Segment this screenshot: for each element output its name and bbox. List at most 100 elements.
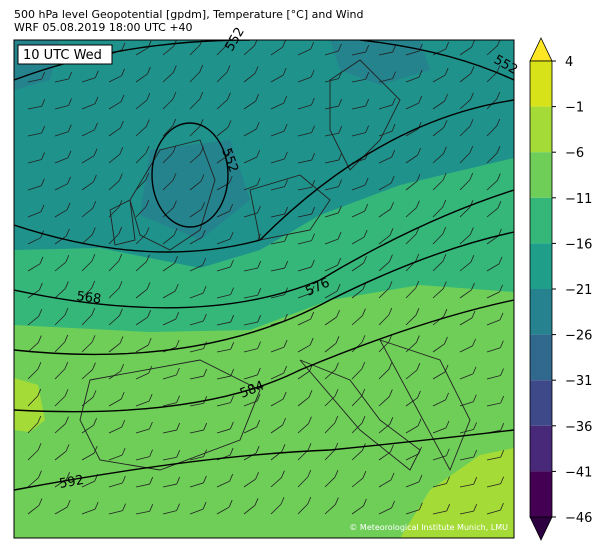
wind-barb xyxy=(230,287,234,295)
wind-barb xyxy=(216,266,231,272)
wind-barb xyxy=(280,497,285,505)
colorbar-tick-label: −26 xyxy=(565,329,592,344)
wind-barb xyxy=(27,505,40,515)
wind-barb xyxy=(189,98,201,110)
wind-barb xyxy=(297,476,309,488)
wind-barb xyxy=(432,206,444,218)
wind-barb xyxy=(146,92,151,101)
wind-barb xyxy=(364,203,369,212)
wind-barb xyxy=(378,396,390,407)
wind-barb xyxy=(67,124,72,132)
wind-barb xyxy=(228,499,233,508)
wind-barb xyxy=(442,254,447,262)
wind-barb xyxy=(203,341,207,349)
wind-barb xyxy=(471,40,475,48)
wind-barb xyxy=(230,314,235,323)
wind-barb xyxy=(405,233,417,245)
wind-barb xyxy=(496,65,501,73)
wind-barb xyxy=(243,374,258,380)
wind-barb xyxy=(81,260,93,272)
wind-barb xyxy=(38,308,43,317)
wind-barb xyxy=(255,121,260,130)
wind-barb xyxy=(297,397,310,407)
wind-barb xyxy=(417,147,421,156)
colorbar-tick-label: −36 xyxy=(565,420,592,435)
wind-barb xyxy=(459,317,473,326)
wind-barb xyxy=(120,391,125,400)
wind-barb xyxy=(67,176,71,184)
wind-barb xyxy=(257,288,262,296)
temperature-field xyxy=(14,40,430,240)
wind-barb xyxy=(459,152,471,164)
wind-barb xyxy=(135,261,147,272)
wind-barb xyxy=(228,175,233,184)
wind-barb xyxy=(324,316,337,326)
wind-barb xyxy=(108,343,121,353)
wind-barb xyxy=(202,257,207,266)
wind-barb xyxy=(81,103,96,110)
wind-barb xyxy=(388,281,393,289)
wind-barb xyxy=(189,508,204,515)
wind-barb xyxy=(324,422,336,434)
wind-barb xyxy=(459,345,473,353)
wind-barb xyxy=(307,496,312,505)
wind-barb xyxy=(365,125,369,133)
wind-barb xyxy=(336,283,341,292)
wind-barb xyxy=(135,152,147,164)
wind-barb xyxy=(146,282,151,290)
wind-barb xyxy=(39,256,44,264)
wind-barb xyxy=(324,50,339,56)
wind-barb xyxy=(189,236,203,245)
wind-barb xyxy=(93,418,97,426)
wind-barb xyxy=(415,308,420,316)
wind-barb xyxy=(91,280,96,289)
wind-barb xyxy=(415,280,420,289)
wind-barb xyxy=(472,338,476,347)
wind-barb xyxy=(54,78,69,83)
wind-barb xyxy=(162,152,174,164)
wind-barb xyxy=(270,46,283,56)
wind-barb xyxy=(499,284,503,293)
wind-barb xyxy=(486,263,500,272)
wind-barb xyxy=(445,41,450,50)
wind-barb xyxy=(27,237,41,245)
wind-barb xyxy=(176,367,180,376)
wind-barb xyxy=(226,65,231,73)
wind-barb xyxy=(378,156,392,164)
wind-barb xyxy=(37,361,42,370)
wind-barb xyxy=(65,254,70,263)
wind-barb xyxy=(203,396,208,404)
wind-barb xyxy=(459,179,471,191)
wind-barb xyxy=(473,449,478,458)
wind-barb xyxy=(405,397,418,407)
credit: © Meteorological Institute Munich, LMU xyxy=(349,523,508,532)
wind-barb xyxy=(203,368,208,377)
wind-barb xyxy=(118,199,123,208)
wind-barb xyxy=(81,314,93,326)
wind-barb xyxy=(189,71,201,83)
wind-barb xyxy=(324,290,338,299)
wind-barb xyxy=(189,125,201,137)
wind-barb xyxy=(297,213,312,218)
wind-barb xyxy=(162,429,177,434)
wind-barb xyxy=(81,424,94,434)
wind-barb xyxy=(500,476,504,484)
wind-barb xyxy=(432,127,445,137)
wind-barb xyxy=(27,132,42,137)
wind-barb xyxy=(351,289,364,299)
wind-barb xyxy=(297,449,309,461)
wind-barb xyxy=(27,159,42,164)
wind-barb xyxy=(149,421,153,430)
wind-barb xyxy=(297,423,309,434)
wind-barb xyxy=(54,395,66,407)
colorbar-band xyxy=(530,152,552,198)
wind-barb xyxy=(91,307,96,316)
wind-barb xyxy=(418,69,423,78)
wind-barb xyxy=(121,68,125,76)
wind-barb xyxy=(64,281,69,289)
wind-barb xyxy=(91,227,96,235)
wind-barb xyxy=(392,44,397,53)
wind-barb xyxy=(351,105,366,110)
wind-barb xyxy=(335,336,340,344)
wind-barb xyxy=(311,180,316,188)
